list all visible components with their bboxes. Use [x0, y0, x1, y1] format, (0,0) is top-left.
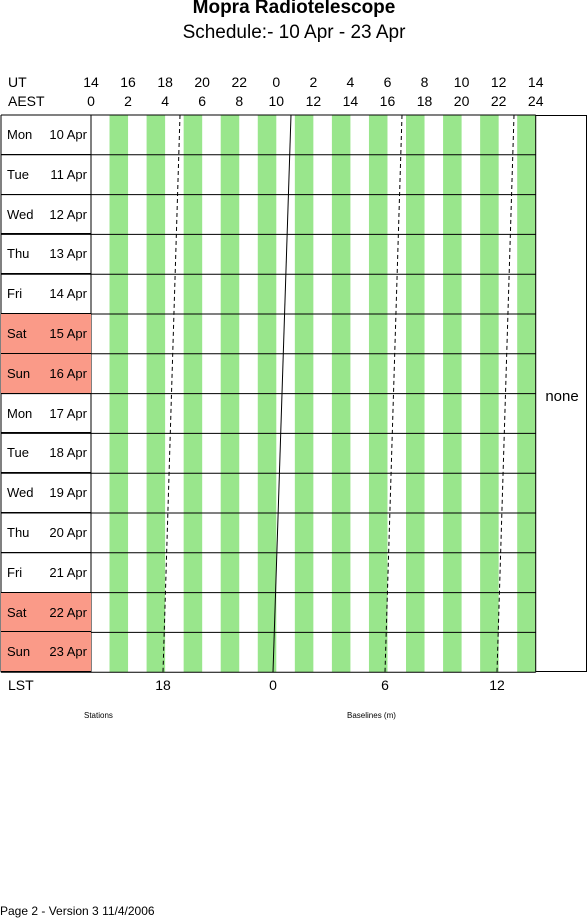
day-row-label: Thu 13 Apr	[1, 234, 91, 275]
ut-tick: 8	[420, 74, 429, 90]
ut-tick: 18	[157, 74, 173, 90]
lst-line	[272, 114, 292, 673]
ut-tick: 6	[383, 74, 392, 90]
day-row-label: Thu 20 Apr	[1, 513, 91, 553]
day-date: 16 Apr	[49, 365, 87, 381]
ut-tick: 22	[231, 74, 248, 90]
day-row-label: Sat 15 Apr	[1, 314, 91, 354]
day-name: Sat	[7, 604, 27, 620]
aest-axis-label: AEST	[8, 93, 45, 109]
day-row-label: Sat 22 Apr	[1, 592, 91, 633]
aest-tick: 0	[87, 93, 95, 109]
ut-tick: 12	[490, 74, 507, 90]
lst-axis-label: LST	[8, 677, 34, 693]
day-date: 14 Apr	[49, 286, 87, 302]
day-name: Thu	[7, 246, 30, 262]
ut-tick: 10	[453, 74, 470, 90]
ut-tick: 20	[194, 74, 210, 90]
day-date: 23 Apr	[49, 644, 87, 660]
day-date: 11 Apr	[50, 166, 87, 182]
lst-tick: 18	[155, 677, 171, 693]
day-name: Fri	[7, 286, 23, 302]
day-name: Mon	[7, 127, 33, 142]
aest-tick: 12	[305, 93, 322, 109]
aest-tick: 22	[490, 93, 507, 109]
aest-tick: 16	[379, 93, 396, 109]
day-name: Fri	[7, 564, 23, 580]
day-date: 17 Apr	[49, 405, 87, 421]
day-name: Mon	[7, 405, 33, 421]
lst-line	[384, 114, 403, 673]
day-row-label: Wed 12 Apr	[1, 195, 91, 235]
day-row-label: Tue 11 Apr	[1, 155, 91, 195]
day-name: Thu	[7, 525, 30, 540]
day-date: 12 Apr	[49, 206, 87, 222]
page-footer: Page 2 - Version 3 11/4/2006	[0, 904, 155, 918]
lst-tick: 0	[269, 677, 277, 693]
day-date: 10 Apr	[49, 127, 87, 142]
ut-tick: 16	[120, 74, 136, 90]
day-date: 21 Apr	[49, 564, 87, 580]
day-row-label: Tue 18 Apr	[1, 433, 91, 474]
ut-tick: 0	[272, 74, 281, 90]
day-name: Tue	[7, 445, 29, 461]
aest-tick: 18	[416, 93, 433, 109]
day-name: Tue	[7, 166, 29, 182]
day-name: Sun	[7, 365, 31, 381]
lst-tick: 12	[489, 677, 505, 693]
ut-axis-label: UT	[8, 74, 27, 90]
aest-tick: 8	[235, 93, 244, 109]
ut-tick: 4	[346, 74, 355, 90]
aest-tick: 14	[342, 93, 359, 109]
lst-tick: 6	[381, 677, 389, 693]
day-date: 22 Apr	[49, 604, 87, 620]
day-name: Sun	[7, 644, 31, 660]
day-name: Sat	[7, 326, 27, 341]
day-row-label: Sun 16 Apr	[1, 353, 91, 394]
day-date: 15 Apr	[49, 326, 87, 341]
aest-tick: 2	[124, 93, 132, 109]
lst-line	[496, 114, 515, 673]
stations-label: Stations	[84, 711, 113, 720]
day-date: 19 Apr	[49, 485, 87, 501]
day-date: 20 Apr	[49, 525, 87, 540]
day-row-label: Fri 14 Apr	[1, 274, 91, 314]
page-title: Mopra Radiotelescope	[192, 0, 396, 18]
aest-tick: 20	[453, 93, 470, 109]
day-date: 18 Apr	[49, 445, 87, 461]
aest-tick: 6	[198, 93, 207, 109]
ut-tick: 14	[527, 74, 544, 90]
aest-tick: 4	[161, 93, 169, 109]
ut-tick: 14	[83, 74, 99, 90]
ut-tick: 2	[309, 74, 318, 90]
day-name: Wed	[7, 485, 34, 501]
none-label: none	[545, 388, 579, 405]
baselines-label: Baselines (m)	[347, 711, 396, 720]
aest-tick: 24	[527, 93, 544, 109]
day-row-label: Mon 17 Apr	[1, 394, 91, 434]
day-row-label: Fri 21 Apr	[1, 553, 91, 593]
aest-tick: 10	[268, 93, 285, 109]
day-row-label: Wed 19 Apr	[1, 473, 91, 513]
lst-line	[162, 114, 181, 673]
none-cell	[536, 115, 587, 672]
page-subtitle: Schedule:- 10 Apr - 23 Apr	[182, 22, 406, 43]
day-date: 13 Apr	[49, 246, 87, 262]
day-row-label: Sun 23 Apr	[1, 632, 91, 673]
day-name: Wed	[7, 206, 34, 222]
day-row-label: Mon 10 Apr	[1, 115, 91, 155]
